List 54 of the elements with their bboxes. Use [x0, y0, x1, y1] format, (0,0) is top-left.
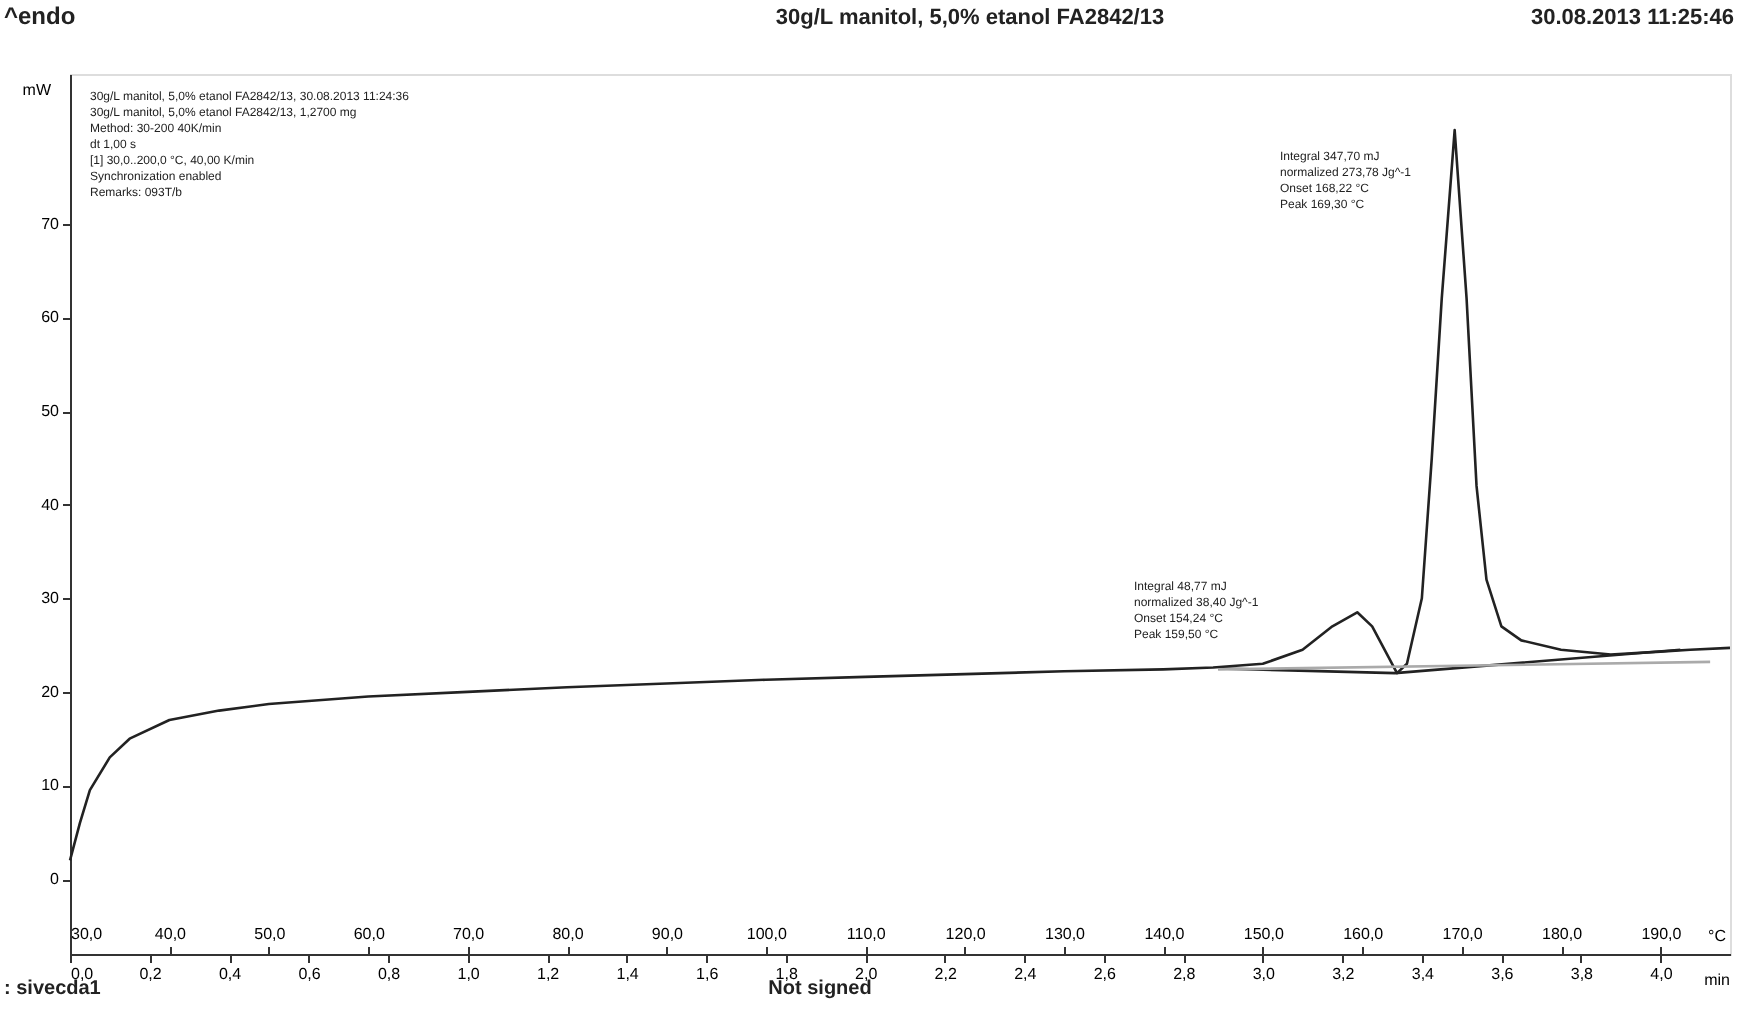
x-tick-label: 180,0 — [1541, 925, 1584, 943]
x2-tick-label: 3,4 — [1411, 965, 1436, 983]
x-tick-label: 120,0 — [945, 925, 987, 943]
x-tick-label: 90,0 — [651, 925, 685, 943]
x-tick-label: 130,0 — [1044, 925, 1087, 943]
text: : sivecda1 — [4, 978, 102, 1000]
y-tick-label: 10 — [41, 776, 61, 795]
x2-tick-label: 0,2 — [139, 965, 163, 983]
x2-tick-label: 3,2 — [1332, 965, 1356, 983]
x2-tick-label: 2,6 — [1093, 965, 1117, 983]
x-tick-label: 190,0 — [1641, 925, 1683, 943]
x-tick-label: 80,0 — [552, 925, 585, 943]
x2-tick-label: 3,6 — [1491, 965, 1515, 983]
x2-tick-label: 2,4 — [1014, 965, 1038, 983]
x-tick-label: 160,0 — [1343, 925, 1385, 943]
x-tick-label: 140,0 — [1144, 925, 1186, 943]
x-tick-label: 50,0 — [254, 925, 287, 943]
x2-tick-label: 3,0 — [1252, 965, 1277, 983]
x2-tick-label: 0,8 — [377, 965, 402, 983]
x2-tick-label: 0,0 — [71, 965, 95, 983]
x2-tick-label: 1,8 — [775, 965, 799, 983]
y-tick-label: 70 — [41, 214, 61, 233]
text: 30.08.2013 11:25:46 — [1530, 6, 1734, 30]
x-tick-label: 170,0 — [1442, 925, 1484, 943]
y-tick-label: 40 — [41, 495, 61, 514]
x2-tick-label: 0,6 — [298, 965, 322, 983]
x-tick-label: 70,0 — [453, 925, 486, 943]
x-tick-label: 30,0 — [71, 925, 104, 943]
x-tick-label: 100,0 — [746, 925, 788, 943]
x2-tick-label: 3,8 — [1570, 965, 1595, 983]
x2-tick-label: 1,2 — [537, 965, 561, 983]
x2-tick-label: 4,0 — [1650, 965, 1674, 983]
text: ^endo — [4, 2, 76, 30]
x2-tick-label: 0,4 — [218, 965, 243, 983]
chart-title: 30g/L manitol, 5,0% etanol FA2842/13 — [775, 6, 1165, 30]
x-tick-label: 150,0 — [1243, 925, 1285, 943]
x-tick-label: 110,0 — [846, 925, 887, 943]
x2-tick-label: 2,0 — [855, 965, 879, 983]
x2-tick-label: 1,4 — [616, 965, 640, 983]
x-tick-label: 60,0 — [353, 925, 386, 943]
x-tick-label: 40,0 — [154, 925, 188, 943]
y-tick-label: 20 — [41, 682, 61, 701]
x2-tick-label: 1,0 — [457, 965, 481, 983]
x2-tick-label: 2,2 — [934, 965, 958, 983]
y-tick-label: 30 — [41, 589, 61, 608]
y-tick-label: 50 — [41, 402, 61, 421]
text: Not signed — [768, 978, 872, 1000]
y-tick-label: 0 — [50, 870, 61, 889]
x2-tick-label: 2,8 — [1173, 965, 1197, 983]
y-tick-label: 60 — [41, 308, 61, 327]
x2-tick-label: 1,6 — [696, 965, 720, 983]
x2-axis-title: min — [1704, 971, 1730, 989]
x-axis-title: °C — [1708, 927, 1727, 945]
y-axis-title: mW — [22, 81, 52, 99]
